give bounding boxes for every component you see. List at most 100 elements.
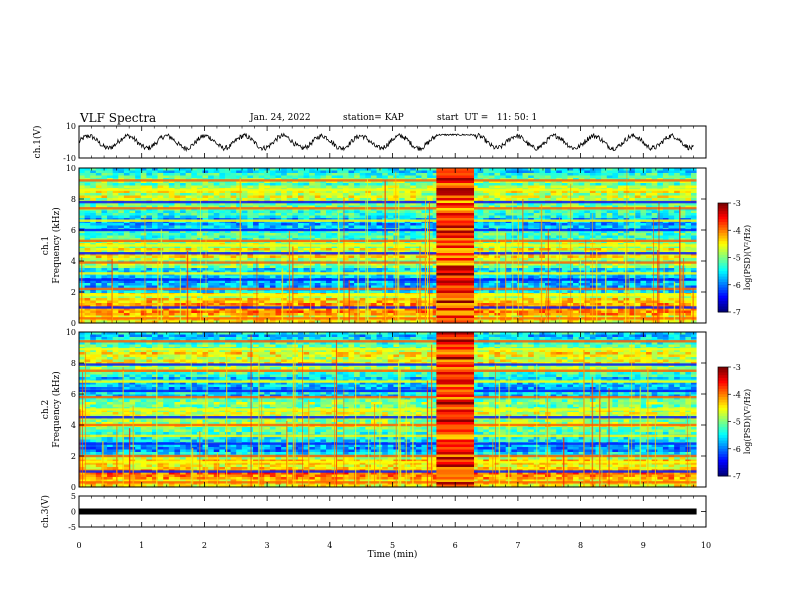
ch1-spectrogram-cell <box>432 240 439 244</box>
ch1-spectrogram-cell <box>387 275 395 279</box>
ch1-spectrogram-cell <box>79 213 86 217</box>
ch1-spectrogram-cell <box>185 275 192 279</box>
ch1-spectrogram-cell <box>135 255 142 259</box>
ch1-spectrogram-cell <box>129 265 136 269</box>
ch1-spectrogram-cell <box>393 190 400 194</box>
ch1-spectrogram-cell <box>399 205 406 209</box>
ch1-spectrogram-cell <box>140 208 147 212</box>
ch1-spectrogram-cell <box>191 245 198 249</box>
ch1-spectrogram-cell <box>612 210 619 214</box>
ch1-spectrogram-cell <box>146 193 153 197</box>
ch1-spectrogram-cell <box>410 268 417 272</box>
ch1-spectrogram-cell <box>432 213 439 217</box>
ch1-spectrogram-cell <box>651 240 658 244</box>
ch1-spectrogram-cell <box>662 223 670 227</box>
ch1-spectrogram-cell <box>516 235 524 239</box>
ch1-spectrogram-cell <box>286 180 293 184</box>
ch1-spectrogram-cell <box>101 193 108 197</box>
ch1-spectrogram-cell <box>309 185 316 189</box>
ch1-spectrogram-cell <box>522 198 529 202</box>
ch1-spectrogram-cell <box>595 245 602 249</box>
ch1-spectrogram-cell <box>556 210 563 214</box>
ch1-spectrogram-cell <box>668 270 675 274</box>
ch1-spectrogram-cell <box>241 190 249 194</box>
ch1-spectrogram-cell <box>157 208 164 212</box>
ch1-spectrogram-cell <box>539 270 546 274</box>
ch1-spectrogram-cell <box>415 265 423 269</box>
ch1-spectrogram-cell <box>331 210 338 214</box>
ch1-spectrogram-cell <box>545 173 552 177</box>
ch1-spectrogram-cell <box>118 230 125 234</box>
ch1-spectrogram-cell <box>427 253 434 257</box>
ch1-spectrogram-cell <box>286 208 293 212</box>
ch1-spectrogram-cell <box>539 198 546 202</box>
ch1-spectrogram-cell <box>376 240 383 244</box>
ch1-spectrogram-cell <box>399 263 406 267</box>
ch1-spectrogram-cell <box>90 193 97 197</box>
ch1-spectrogram-cell <box>617 205 625 209</box>
ch1-spectrogram-cell <box>545 170 552 174</box>
ch1-spectrogram-cell <box>253 268 260 272</box>
ch1-spectrogram-cell <box>224 220 232 224</box>
ch1-spectrogram-cell <box>617 210 625 214</box>
ch1-spectrogram-cell <box>342 185 350 189</box>
ch1-spectrogram-cell <box>533 245 540 249</box>
ch1-spectrogram-cell <box>107 185 114 189</box>
ch1-spectrogram-cell <box>612 205 619 209</box>
ch1-spectrogram-cell <box>589 268 597 272</box>
ch1-spectrogram-cell <box>269 195 277 199</box>
ch1-spectrogram-cell <box>573 248 580 252</box>
ch1-spectrogram-cell <box>157 220 164 224</box>
ch1-spectrogram-cell <box>151 190 159 194</box>
ch1-spectrogram-cell <box>505 213 512 217</box>
ch1-spectrogram-cell <box>578 220 585 224</box>
ch1-spectrogram-cell <box>269 265 277 269</box>
ch1-spectrogram-cell <box>494 173 501 177</box>
ch1-spectrogram-cell <box>528 195 535 199</box>
ch1-spectrogram-cell <box>679 263 686 267</box>
ch1-spectrogram-cell <box>399 185 406 189</box>
ch1-spectrogram-cell <box>359 215 366 219</box>
ch1-spectrogram-cell <box>297 190 305 194</box>
ch1-spectrogram-cell <box>634 175 642 179</box>
ch1-spectrogram-cell <box>168 195 176 199</box>
ch1-spectrogram-cell <box>84 263 91 267</box>
ch1-spectrogram-cell <box>253 255 260 259</box>
ch1-spectrogram-cell <box>589 255 597 259</box>
ch1-spectrogram-cell <box>230 170 237 174</box>
ch1-spectrogram-cell <box>168 175 176 179</box>
ch1-spectrogram-cell <box>393 203 400 207</box>
ch1-spectrogram-cell <box>606 168 613 172</box>
ch1-spectrogram-cell <box>180 170 187 174</box>
ch1-spectrogram-cell <box>488 270 496 274</box>
ch1-spectrogram-cell <box>281 240 288 244</box>
ch1-spectrogram-cell <box>359 268 366 272</box>
ch1-spectrogram-cell <box>163 195 170 199</box>
ch1-spectrogram-cell <box>101 268 108 272</box>
ch1-spectrogram-cell <box>640 255 647 259</box>
ch1-spectrogram-cell <box>589 275 597 279</box>
ch1-spectrogram-cell <box>236 175 243 179</box>
ch1-spectrogram-cell <box>348 195 355 199</box>
ch1-spectrogram-cell <box>118 208 125 212</box>
ch1-spectrogram-cell <box>640 225 647 229</box>
ch1-spectrogram-cell <box>314 248 322 252</box>
ch1-spectrogram-cell <box>140 215 147 219</box>
ch1-spectrogram-cell <box>314 173 322 177</box>
ch1-spectrogram-cell <box>595 215 602 219</box>
ch1-spectrogram-cell <box>472 248 479 252</box>
ch1-spectrogram-cell <box>516 185 524 189</box>
ch1-spectrogram-cell <box>84 270 91 274</box>
ch1-spectrogram-cell <box>224 275 232 279</box>
ch1-spectrogram-cell <box>292 230 299 234</box>
ch1-spectrogram-cell <box>690 238 698 242</box>
ch1-spectrogram-cell <box>348 230 355 234</box>
ch1-spectrogram-cell <box>651 203 658 207</box>
ch1-spectrogram-cell <box>629 195 636 199</box>
ch1-spectrogram-cell <box>90 195 97 199</box>
ch1-spectrogram-cell <box>376 255 383 259</box>
ch1-spectrogram-cell <box>196 235 204 239</box>
ch1-spectrogram-cell <box>112 225 119 229</box>
ch1-spectrogram-cell <box>573 195 580 199</box>
ch1-spectrogram-cell <box>511 275 518 279</box>
